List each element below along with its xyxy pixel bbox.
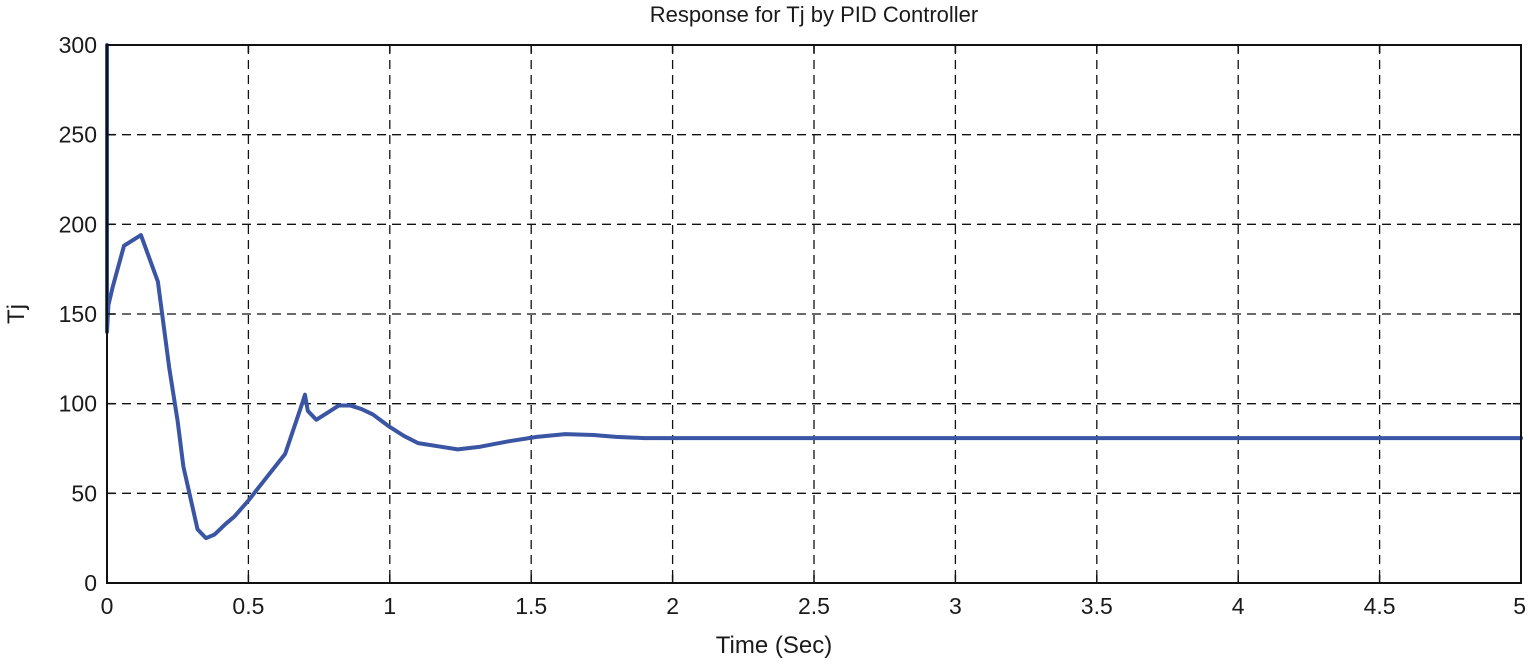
axis-ticks xyxy=(106,44,1522,584)
series-line-tj xyxy=(105,43,1523,541)
y-tick-label: 300 xyxy=(59,32,97,58)
y-axis-label: Tj xyxy=(3,304,30,324)
x-tick-label: 2.5 xyxy=(798,593,830,619)
x-tick-labels: 0 0.5 1 1.5 2 2.5 3 3.5 4 4.5 5 xyxy=(101,593,1526,619)
x-tick-label: 2 xyxy=(666,593,679,619)
x-tick-label: 4.5 xyxy=(1364,593,1396,619)
x-tick-label: 3.5 xyxy=(1081,593,1113,619)
x-axis-label: Time (Sec) xyxy=(716,632,832,659)
series-layer xyxy=(105,43,1523,541)
x-tick-label: 3 xyxy=(949,593,962,619)
x-tick-label: 1.5 xyxy=(515,593,547,619)
x-tick-label: 5 xyxy=(1513,593,1526,619)
grid-lines xyxy=(107,45,1521,583)
y-tick-label: 250 xyxy=(59,122,97,148)
y-tick-labels: 0 50 100 150 200 250 300 xyxy=(59,32,97,596)
x-tick-label: 4 xyxy=(1232,593,1245,619)
x-tick-label: 0 xyxy=(101,593,114,619)
y-tick-label: 100 xyxy=(59,391,97,417)
y-tick-label: 150 xyxy=(59,301,97,327)
y-tick-label: 0 xyxy=(84,570,97,596)
x-tick-label: 0.5 xyxy=(232,593,264,619)
x-tick-label: 1 xyxy=(383,593,396,619)
y-tick-label: 50 xyxy=(71,480,97,506)
y-tick-label: 200 xyxy=(59,211,97,237)
chart-title: Response for Tj by PID Controller xyxy=(650,2,979,27)
